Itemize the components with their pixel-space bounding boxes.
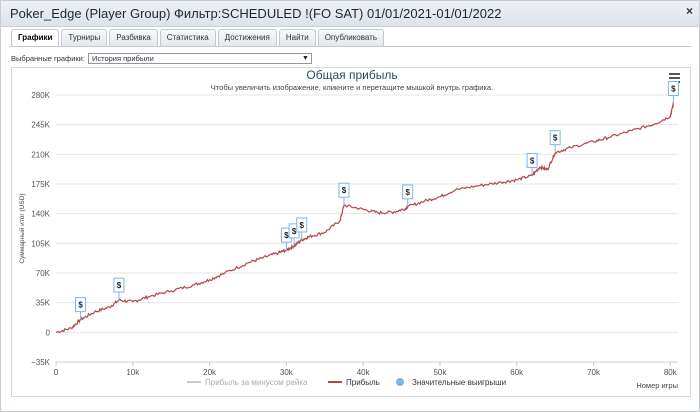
chart-subtitle: Чтобы увеличить изображение, кликните и …: [210, 83, 494, 92]
y-tick-label: 0: [46, 328, 51, 337]
y-tick-label: 105K: [31, 239, 50, 248]
big-win-flag: [296, 217, 308, 233]
big-win-flag-label: $: [292, 227, 297, 236]
tab-bar: Графики Турниры Разбивка Статистика Дост…: [11, 29, 384, 47]
chart-selector-value: История прибыли: [91, 53, 154, 63]
x-tick-label: 50k: [433, 368, 447, 377]
legend-label: Значительные выигрыши: [412, 378, 506, 387]
x-tick-label: 0: [54, 368, 59, 377]
x-tick-label: 10k: [126, 368, 140, 377]
tab-charts[interactable]: Графики: [11, 29, 60, 47]
y-axis-title: Суммарный итог (USD): [18, 193, 26, 263]
big-win-flag: [526, 153, 538, 169]
close-icon[interactable]: ×: [685, 4, 693, 18]
tab-divider: [9, 46, 691, 47]
chart-selector-dropdown[interactable]: История прибыли ▼: [87, 52, 312, 64]
x-tick-label: 60k: [510, 368, 524, 377]
big-win-flag-label: $: [553, 134, 558, 143]
x-tick-label: 20k: [203, 368, 217, 377]
y-tick-label: 210K: [31, 150, 50, 159]
chart-selector-row: Выбранные графики: История прибыли ▼: [11, 52, 312, 64]
big-win-flag-label: $: [530, 157, 535, 166]
y-tick-label: 70K: [36, 269, 51, 278]
y-tick-label: 140K: [31, 210, 50, 219]
tab-tournaments[interactable]: Турниры: [61, 29, 108, 46]
big-win-flag-label: $: [671, 84, 676, 93]
profit-series-line: [55, 101, 674, 334]
chart-panel[interactable]: Общая прибыль Чтобы увеличить изображени…: [11, 67, 691, 397]
legend-label: Прибыль за минусом рейка: [205, 378, 308, 387]
tab-breakdown[interactable]: Разбивка: [109, 29, 158, 46]
tab-find[interactable]: Найти: [278, 29, 316, 46]
big-win-flag: [113, 277, 125, 293]
window-title: Poker_Edge (Player Group) Фильтр:SCHEDUL…: [10, 6, 502, 21]
y-tick-label: −35K: [31, 358, 51, 367]
x-tick-label: 40k: [357, 368, 371, 377]
x-tick-label: 30k: [280, 368, 294, 377]
x-tick-label: 80k: [664, 368, 678, 377]
chart-selector-label: Выбранные графики:: [11, 53, 85, 63]
title-bar: Poker_Edge (Player Group) Фильтр:SCHEDUL…: [1, 1, 699, 27]
legend-swatch: [396, 378, 404, 386]
big-win-flag-label: $: [284, 231, 289, 240]
y-tick-label: 280K: [31, 91, 50, 100]
x-tick-label: 70k: [587, 368, 601, 377]
big-win-flag: [667, 80, 679, 96]
big-win-flag: [549, 130, 561, 146]
big-win-flag-label: $: [342, 186, 347, 195]
chart-title: Общая прибыль: [306, 68, 398, 82]
tab-statistics[interactable]: Статистика: [159, 29, 216, 46]
big-win-flag-label: $: [300, 221, 305, 230]
big-win-flag: [402, 184, 414, 200]
y-tick-label: 175K: [31, 180, 50, 189]
big-win-flag-label: $: [117, 281, 122, 290]
y-tick-label: 35K: [36, 299, 51, 308]
chevron-down-icon: ▼: [302, 54, 309, 62]
big-win-flag: [338, 182, 350, 198]
x-axis-title: Номер игры: [636, 381, 678, 390]
y-tick-label: 245K: [31, 121, 50, 130]
tab-publish[interactable]: Опубликовать: [317, 29, 384, 46]
legend-label: Прибыль: [346, 378, 380, 387]
big-win-flag: [75, 297, 87, 313]
big-win-flag-label: $: [78, 301, 83, 310]
tab-achievements[interactable]: Достижения: [217, 29, 277, 46]
big-win-flag-label: $: [405, 188, 410, 197]
